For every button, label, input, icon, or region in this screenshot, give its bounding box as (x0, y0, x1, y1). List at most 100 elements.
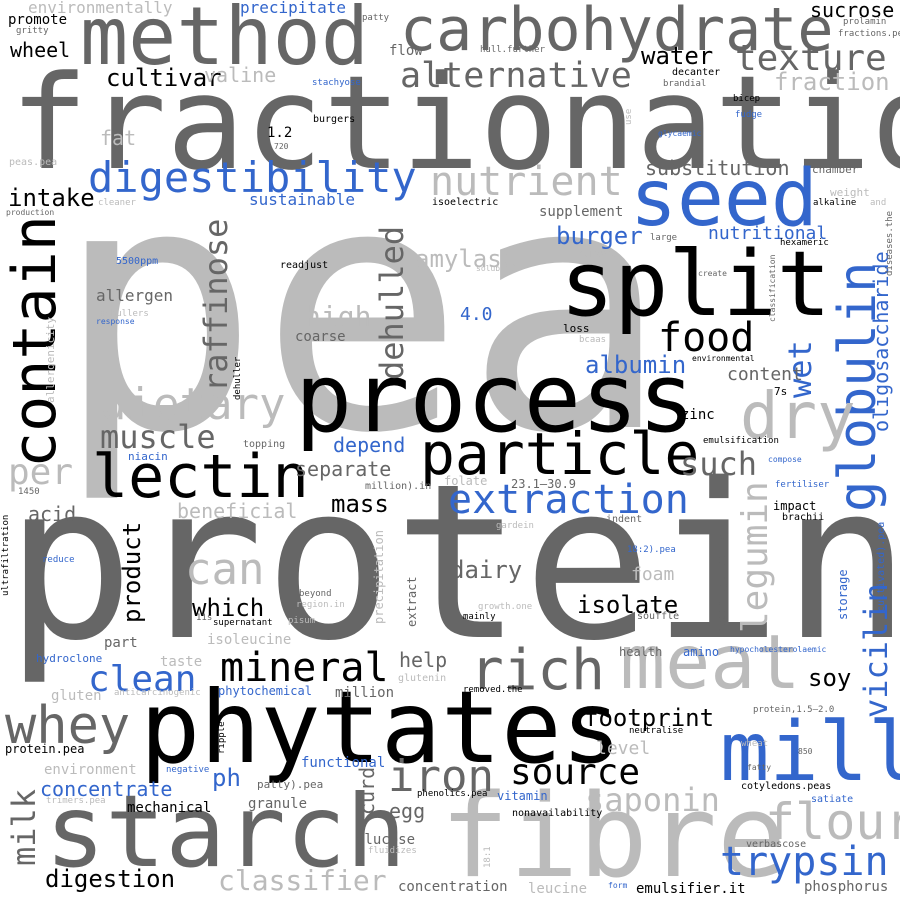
word-million: million (335, 685, 395, 701)
word-fraction: fraction (774, 68, 890, 96)
word-18-1: 18:1 (483, 846, 493, 868)
word-flow: flow (389, 43, 423, 59)
word-phenolics-pea: phenolics.pea (417, 789, 488, 799)
word-fluidizes: fluidizes (368, 846, 417, 856)
word-milk: milk (5, 788, 43, 866)
word-mineral: mineral (220, 645, 389, 691)
word-zinc: zinc (681, 407, 715, 423)
word-coarse: coarse (295, 329, 346, 345)
word-ultrafiltration: ultrafiltration (1, 514, 11, 596)
word-nutrient: nutrient (430, 159, 623, 205)
word-and: and (870, 198, 887, 208)
word-wheel: wheel (10, 38, 71, 62)
word-glycaemic: glycaemic (658, 129, 702, 138)
word-bicep: bicep (733, 94, 761, 104)
word-precipitate: precipitate (240, 0, 346, 17)
word-dehullers: dehullers (100, 309, 149, 319)
word-compose: compose (768, 455, 802, 464)
word-loss: loss (563, 322, 590, 335)
word-fat: fat (100, 126, 137, 150)
word-digestibility: digestibility (88, 153, 417, 202)
word-bcaas: bcaas (579, 335, 607, 345)
word-source: source (510, 752, 641, 793)
word-sucrose: sucrose (810, 0, 895, 22)
word-fractions-pea: fractions.pea (838, 29, 900, 39)
word-decanter: decanter (672, 67, 721, 78)
word-emulsification: emulsification (703, 436, 779, 446)
word-beyond: beyond (299, 589, 332, 599)
word-impact: impact (773, 499, 817, 513)
word-process: process (295, 344, 696, 454)
word-18-2-pea: 18:2).pea (627, 545, 676, 555)
word-satiate: satiate (811, 794, 854, 805)
word-cultivar: cultivar (106, 64, 222, 92)
word-high: high (304, 300, 372, 333)
word-pisum: pisum (288, 616, 316, 626)
word-protein-1-5-2-0: protein,1.5–2.0 (753, 705, 835, 715)
word-whey: whey (5, 696, 131, 756)
word-promote: promote (8, 12, 68, 28)
word-burgers: burgers (313, 114, 356, 125)
word-850: 850 (798, 747, 813, 756)
word-saponin: saponin (585, 781, 720, 819)
word-brachii: brachii (782, 512, 825, 523)
word-valine: valine (204, 63, 277, 87)
word-allergen: allergen (96, 286, 174, 305)
word-lectin: lectin (92, 442, 309, 512)
word-fibre: fibre (440, 770, 787, 900)
word-seed: seed (630, 154, 818, 244)
word-concentration: concentration (398, 879, 508, 895)
word-hull-further: hull.further (480, 45, 546, 55)
word-raffinose: raffinose (197, 218, 235, 392)
word-use: use (624, 108, 634, 125)
word-protein-pea: protein.pea (5, 742, 85, 756)
word-phytates: phytates (140, 669, 622, 786)
word-dehuller: dehuller (233, 356, 243, 400)
word-form: form (608, 881, 628, 890)
word-dairy: dairy (450, 556, 523, 584)
word-mass: mass (331, 490, 389, 518)
word-glucose: glucose (356, 832, 416, 848)
word-fractionation: fractionation (10, 47, 900, 199)
word-emulsifier-it: emulsifier.it (636, 881, 746, 897)
word-peas-pea: peas.pea (9, 157, 58, 168)
word-such: such (680, 445, 758, 483)
word-food: food (658, 315, 755, 361)
word-readjust: readjust (280, 260, 329, 271)
word-isoleucine: isoleucine (207, 632, 292, 648)
word-alternative: alternative (400, 56, 632, 96)
word-11s: 11s (196, 613, 213, 623)
word-1450: 1450 (18, 487, 40, 497)
word-production: production (6, 208, 55, 217)
word-meat: meat (620, 618, 801, 706)
word-nutritional: nutritional (708, 223, 828, 244)
word-albumin: albumin (585, 351, 687, 379)
word-help: help (399, 648, 448, 672)
word-clean: clean (88, 659, 197, 700)
word-beneficial: beneficial (177, 499, 298, 523)
word-hypocholesterolaemic: hypocholesterolaemic (730, 645, 827, 654)
word-phosphorus: phosphorus (804, 879, 889, 895)
word-health: health (619, 645, 663, 659)
word-brandial: brandial (663, 79, 707, 89)
word-allergenicity: allergenicity (44, 316, 57, 403)
word-functional: functional (301, 755, 386, 771)
word-dry: dry (740, 380, 856, 454)
word-remove: remove (577, 247, 617, 260)
word-mechanical: mechanical (127, 800, 212, 816)
word-response: response (96, 317, 135, 326)
word-leucine: leucine (528, 881, 588, 897)
word-removed-the: removed.the (463, 685, 523, 695)
word-extract: extract (405, 576, 419, 627)
word-carbohydrate: carbohydrate (400, 0, 834, 65)
word-iron: iron (388, 751, 494, 802)
word-storage: storage (836, 569, 850, 620)
word-verbascose: verbascose (746, 839, 807, 850)
word-burger: burger (556, 222, 643, 250)
word-curd: curd (355, 766, 379, 815)
word-muscle: muscle (100, 418, 216, 456)
word-classification: classification (768, 254, 777, 322)
word-particle: particle (420, 420, 700, 488)
word-pea: pea (55, 112, 670, 508)
word-amino: amino (683, 645, 720, 659)
